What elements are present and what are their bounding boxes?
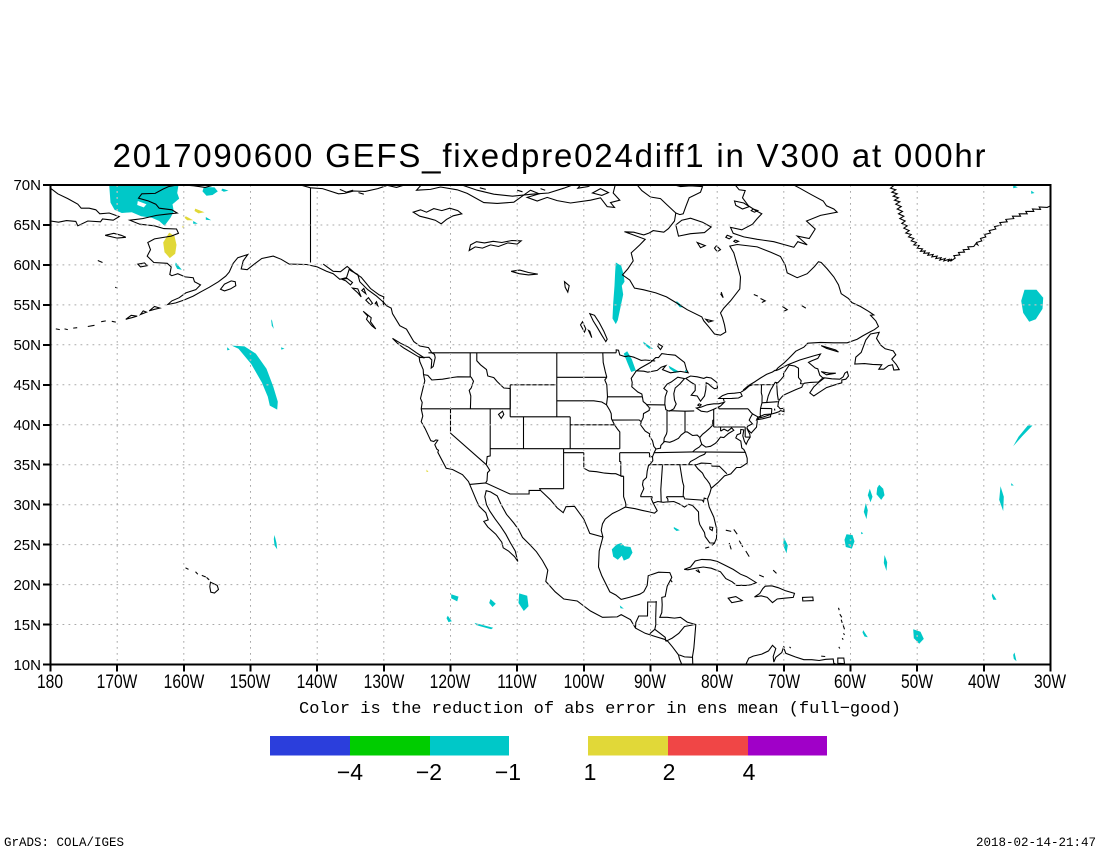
svg-text:130W: 130W xyxy=(364,671,405,693)
svg-text:−4: −4 xyxy=(337,759,363,785)
svg-text:25N: 25N xyxy=(13,537,41,554)
svg-text:50W: 50W xyxy=(901,671,934,693)
svg-text:50N: 50N xyxy=(13,337,41,354)
svg-text:160W: 160W xyxy=(164,671,205,693)
svg-text:40N: 40N xyxy=(13,417,41,434)
svg-text:30N: 30N xyxy=(13,497,41,514)
svg-text:55N: 55N xyxy=(13,297,41,314)
svg-text:90W: 90W xyxy=(634,671,667,693)
svg-text:65N: 65N xyxy=(13,217,41,234)
svg-text:45N: 45N xyxy=(13,377,41,394)
svg-text:70W: 70W xyxy=(768,671,801,693)
svg-text:100W: 100W xyxy=(564,671,605,693)
svg-text:120W: 120W xyxy=(430,671,471,693)
svg-text:−2: −2 xyxy=(416,759,442,785)
svg-text:30W: 30W xyxy=(1034,671,1067,693)
svg-text:180: 180 xyxy=(37,671,63,693)
svg-text:140W: 140W xyxy=(297,671,338,693)
svg-text:35N: 35N xyxy=(13,457,41,474)
svg-text:170W: 170W xyxy=(97,671,138,693)
svg-text:2017090600 GEFS_fixedpre024dif: 2017090600 GEFS_fixedpre024diff1 in V300… xyxy=(113,137,988,174)
svg-text:GrADS: COLA/IGES: GrADS: COLA/IGES xyxy=(4,836,124,850)
svg-text:15N: 15N xyxy=(13,617,41,634)
svg-text:60N: 60N xyxy=(13,257,41,274)
svg-text:150W: 150W xyxy=(230,671,271,693)
svg-text:Color is the reduction of abs: Color is the reduction of abs error in e… xyxy=(299,700,901,719)
svg-text:80W: 80W xyxy=(701,671,734,693)
svg-text:10N: 10N xyxy=(13,657,41,674)
svg-text:2018-02-14-21:47: 2018-02-14-21:47 xyxy=(976,836,1096,850)
svg-text:4: 4 xyxy=(743,759,756,785)
svg-text:20N: 20N xyxy=(13,577,41,594)
svg-text:−1: −1 xyxy=(495,759,521,785)
svg-text:40W: 40W xyxy=(968,671,1001,693)
svg-text:1: 1 xyxy=(584,759,597,785)
svg-text:2: 2 xyxy=(663,759,676,785)
svg-text:110W: 110W xyxy=(497,671,537,693)
svg-text:60W: 60W xyxy=(834,671,867,693)
svg-text:70N: 70N xyxy=(13,177,41,194)
